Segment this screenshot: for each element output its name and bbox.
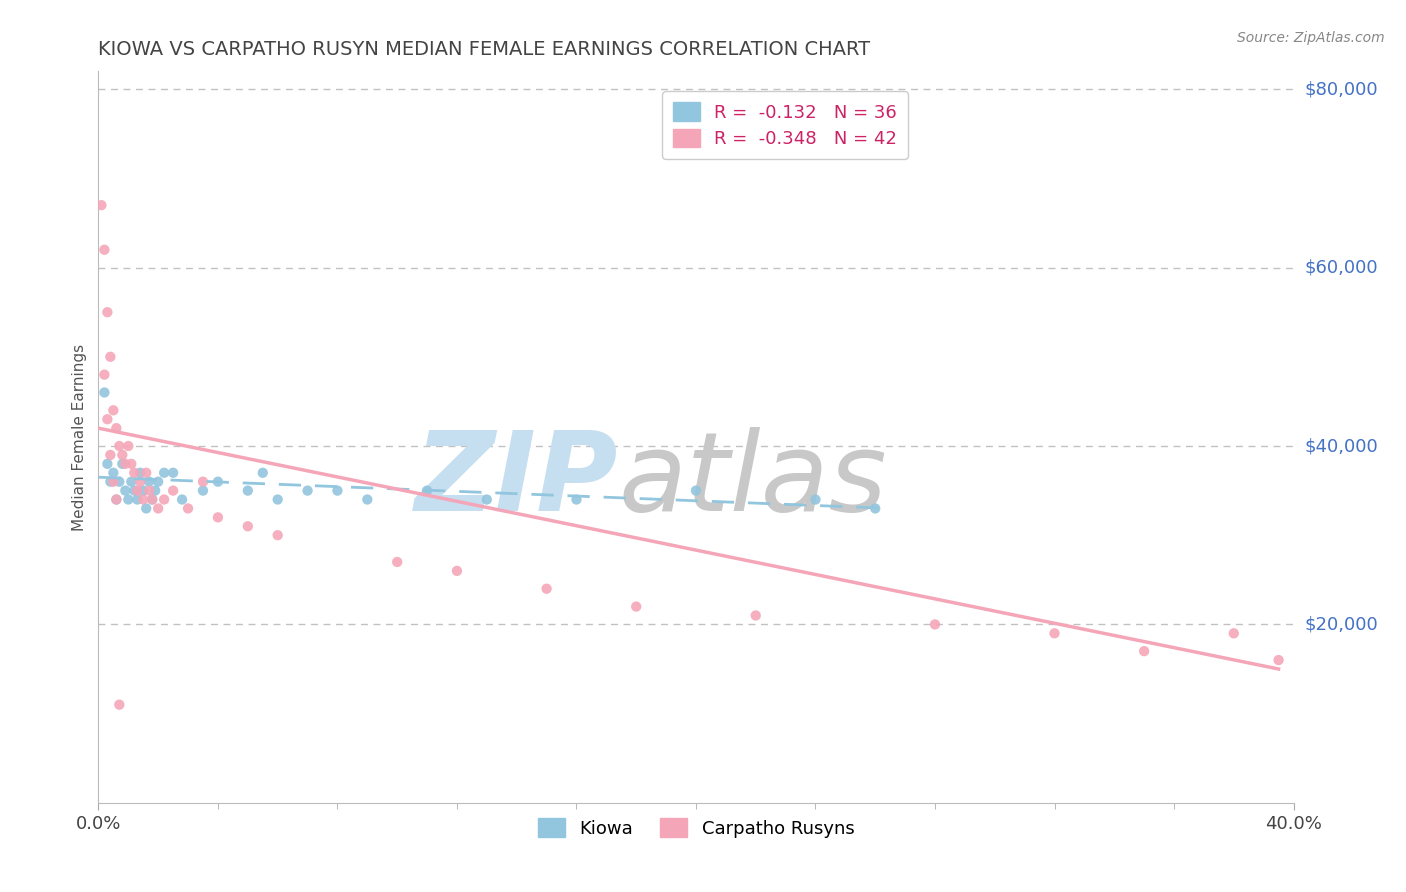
Point (172, 492, 194, 507)
Point (162, 483, 184, 498)
Point (96, 412, 118, 426)
Point (626, 599, 648, 614)
Point (138, 475, 160, 489)
Point (326, 483, 349, 498)
Point (103, 475, 125, 489)
Text: $80,000: $80,000 (1305, 80, 1378, 98)
Point (236, 519, 259, 533)
Point (924, 617, 946, 632)
Point (129, 466, 152, 480)
Text: ZIP: ZIP (415, 427, 619, 534)
Point (120, 457, 142, 471)
Point (127, 483, 149, 498)
Point (416, 483, 439, 498)
Point (105, 492, 128, 507)
Point (114, 457, 136, 471)
Point (207, 510, 229, 524)
Point (124, 483, 146, 498)
Point (745, 608, 768, 623)
Point (536, 582, 558, 596)
Point (141, 492, 163, 507)
Legend: Kiowa, Carpatho Rusyns: Kiowa, Carpatho Rusyns (530, 811, 862, 845)
Point (141, 492, 163, 507)
Point (153, 466, 176, 480)
Point (90, 198, 112, 212)
Point (111, 457, 134, 471)
Point (108, 698, 131, 712)
Point (1043, 626, 1066, 640)
Point (191, 475, 214, 489)
Point (804, 492, 827, 507)
Point (132, 492, 155, 507)
Point (1133, 644, 1156, 658)
Point (105, 421, 128, 435)
Point (1267, 653, 1289, 667)
Point (207, 475, 229, 489)
Point (98, 350, 122, 364)
Point (103, 466, 125, 480)
Point (120, 475, 142, 489)
Point (135, 466, 157, 480)
Point (98, 475, 122, 489)
Point (148, 475, 170, 489)
Point (297, 483, 319, 498)
Point (127, 492, 149, 507)
Point (93, 243, 115, 257)
Point (98, 448, 122, 462)
Point (114, 483, 136, 498)
Point (267, 492, 290, 507)
Point (148, 501, 170, 516)
Point (103, 403, 125, 417)
Point (191, 483, 214, 498)
Text: KIOWA VS CARPATHO RUSYN MEDIAN FEMALE EARNINGS CORRELATION CHART: KIOWA VS CARPATHO RUSYN MEDIAN FEMALE EA… (98, 39, 870, 59)
Point (117, 492, 139, 507)
Point (143, 483, 166, 498)
Point (685, 483, 707, 498)
Point (111, 448, 134, 462)
Point (446, 564, 468, 578)
Point (93, 368, 115, 382)
Point (356, 492, 378, 507)
Point (129, 475, 152, 489)
Point (96, 305, 118, 319)
Point (105, 492, 128, 507)
Point (475, 492, 498, 507)
Point (96, 457, 118, 471)
Point (162, 466, 184, 480)
Point (1223, 626, 1246, 640)
Point (117, 439, 139, 453)
Point (93, 385, 115, 400)
Point (267, 528, 290, 542)
Point (177, 501, 200, 516)
Point (385, 555, 409, 569)
Text: $60,000: $60,000 (1305, 259, 1378, 277)
Text: atlas: atlas (619, 427, 887, 534)
Point (252, 466, 274, 480)
Point (236, 483, 259, 498)
Point (108, 439, 131, 453)
Point (565, 492, 588, 507)
Text: $40,000: $40,000 (1305, 437, 1378, 455)
Text: Source: ZipAtlas.com: Source: ZipAtlas.com (1237, 31, 1385, 45)
Point (865, 501, 887, 516)
Point (135, 501, 157, 516)
Point (124, 466, 146, 480)
Point (138, 483, 160, 498)
Text: $20,000: $20,000 (1305, 615, 1378, 633)
Point (108, 475, 131, 489)
Y-axis label: Median Female Earnings: Median Female Earnings (72, 343, 87, 531)
Point (132, 483, 155, 498)
Point (153, 492, 176, 507)
